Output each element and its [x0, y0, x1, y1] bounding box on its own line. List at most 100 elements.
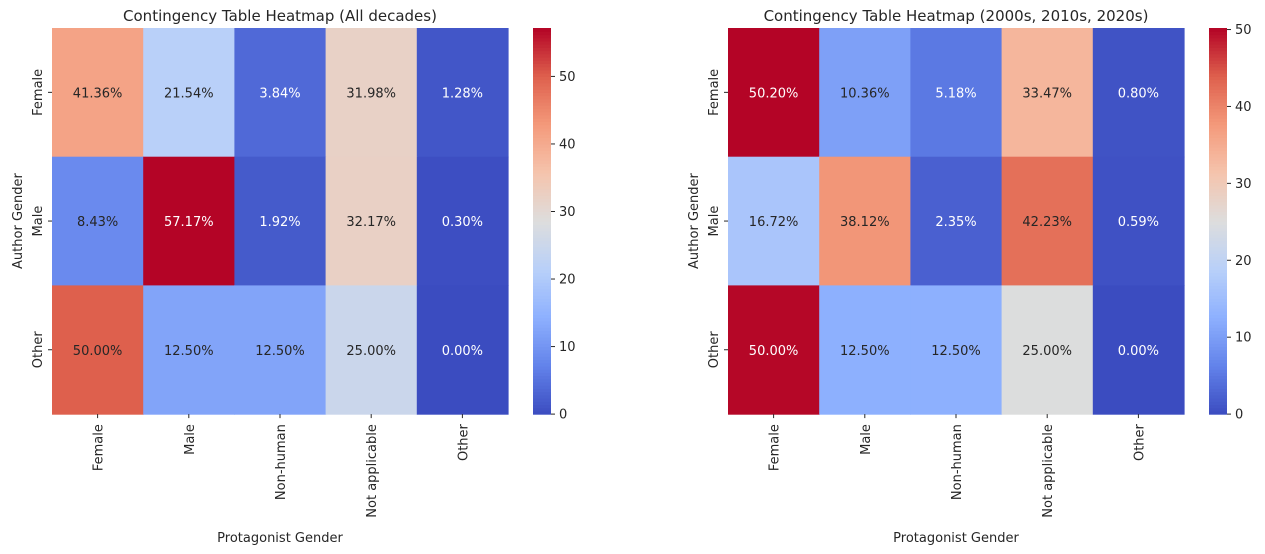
colorbar-segment [533, 28, 551, 32]
colorbar-segment [533, 330, 551, 335]
colorbar-segment [1209, 105, 1227, 110]
colorbar-segment [533, 282, 551, 286]
colorbar-segment [533, 208, 551, 212]
colorbar-segment [533, 34, 551, 39]
colorbar-segment [533, 221, 551, 225]
colorbar-segment [1209, 221, 1227, 225]
colorbar-segment [1209, 301, 1227, 306]
colorbar-segment [1209, 385, 1227, 389]
colorbar-segment [1209, 201, 1227, 206]
colorbar-segment [1209, 198, 1227, 203]
cell-label: 21.54% [164, 86, 214, 101]
colorbar-segment [533, 359, 551, 364]
colorbar-segment [1209, 336, 1227, 341]
x-tick-label: Other [456, 423, 471, 461]
colorbar-segment [533, 98, 551, 103]
colorbar-segment [533, 102, 551, 106]
colorbar-segment [1209, 40, 1227, 45]
heatmap-cell [1092, 28, 1185, 158]
colorbar-segment [1209, 169, 1227, 174]
y-tick-label: Female [31, 69, 46, 116]
cell-label: 50.00% [73, 344, 123, 359]
colorbar-segment [533, 243, 551, 248]
heatmap-cell [143, 156, 235, 286]
colorbar-tick-label: 50 [559, 70, 576, 85]
colorbar-segment [1209, 378, 1227, 383]
colorbar-segment [533, 130, 551, 135]
heatmap-cell [52, 285, 144, 415]
colorbar-segment [1209, 76, 1227, 81]
colorbar-segment [533, 285, 551, 290]
colorbar-segment [533, 272, 551, 277]
colorbar-segment [1209, 343, 1227, 348]
colorbar-segment [1209, 369, 1227, 373]
colorbar-segment [533, 311, 551, 315]
colorbar-segment [533, 278, 551, 283]
colorbar-segment [1209, 121, 1227, 126]
colorbar-segment [533, 73, 551, 77]
colorbar-segment [1209, 217, 1227, 222]
heatmap-cell [910, 285, 1003, 415]
colorbar-segment [533, 224, 551, 229]
colorbar-segment [1209, 324, 1227, 328]
colorbar-segment [1209, 259, 1227, 264]
colorbar-segment [533, 143, 551, 148]
x-tick-label: Not applicable [1041, 424, 1056, 518]
colorbar-segment [1209, 304, 1227, 309]
colorbar-segment [533, 266, 551, 270]
colorbar-segment [533, 169, 551, 174]
colorbar-segment [533, 288, 551, 293]
colorbar: 0 10 20 30 40 50 [1209, 23, 1252, 423]
y-tick-label: Female [707, 69, 722, 116]
colorbar-segment [1209, 95, 1227, 100]
colorbar-segment [1209, 208, 1227, 212]
colorbar-segment [1209, 295, 1227, 299]
heatmap-panel-1: Contingency Table Heatmap (All decades) 4… [11, 7, 576, 546]
colorbar-segment [1209, 269, 1227, 274]
colorbar-segment [533, 253, 551, 258]
colorbar-segment [533, 188, 551, 193]
colorbar-segment [1209, 282, 1227, 286]
colorbar-segment [1209, 47, 1227, 52]
heatmap-cell [728, 285, 820, 415]
colorbar-segment [1209, 340, 1227, 344]
colorbar-segment [533, 259, 551, 264]
colorbar-segment [533, 352, 551, 357]
colorbar-segment [1209, 82, 1227, 87]
colorbar-segment [1209, 250, 1227, 254]
colorbar-segment [533, 381, 551, 386]
colorbar-segment [1209, 262, 1227, 267]
colorbar-tick-label: 40 [1235, 100, 1252, 115]
heatmap-cell [416, 285, 509, 415]
colorbar-segment [533, 137, 551, 142]
cell-label: 0.80% [1118, 86, 1159, 101]
colorbar-segment [533, 37, 551, 42]
colorbar-tick-label: 20 [1235, 254, 1252, 269]
colorbar-segment [1209, 346, 1227, 351]
colorbar-segment [1209, 230, 1227, 235]
colorbar-segment [1209, 214, 1227, 219]
heatmap-cell [325, 156, 418, 286]
cell-label: 33.47% [1022, 86, 1072, 101]
colorbar-segment [533, 76, 551, 81]
colorbar-segment [1209, 275, 1227, 280]
colorbar-segment [1209, 98, 1227, 103]
colorbar-segment [1209, 224, 1227, 229]
colorbar-segment [533, 108, 551, 113]
colorbar-segment [533, 256, 551, 261]
colorbar-segment [533, 349, 551, 354]
cell-label: 0.59% [1118, 215, 1159, 230]
heatmap-cell [325, 28, 418, 158]
colorbar-segment [1209, 159, 1227, 164]
colorbar-segment [533, 214, 551, 219]
colorbar-segment [533, 127, 551, 132]
colorbar-segment [533, 47, 551, 52]
colorbar-segment [533, 31, 551, 36]
colorbar-segment [1209, 163, 1227, 167]
colorbar-segment [533, 79, 551, 84]
cell-label: 0.30% [442, 215, 483, 230]
colorbar-segment [1209, 253, 1227, 258]
colorbar-segment [533, 233, 551, 238]
cell-label: 5.18% [935, 86, 976, 101]
colorbar-segment [1209, 195, 1227, 200]
